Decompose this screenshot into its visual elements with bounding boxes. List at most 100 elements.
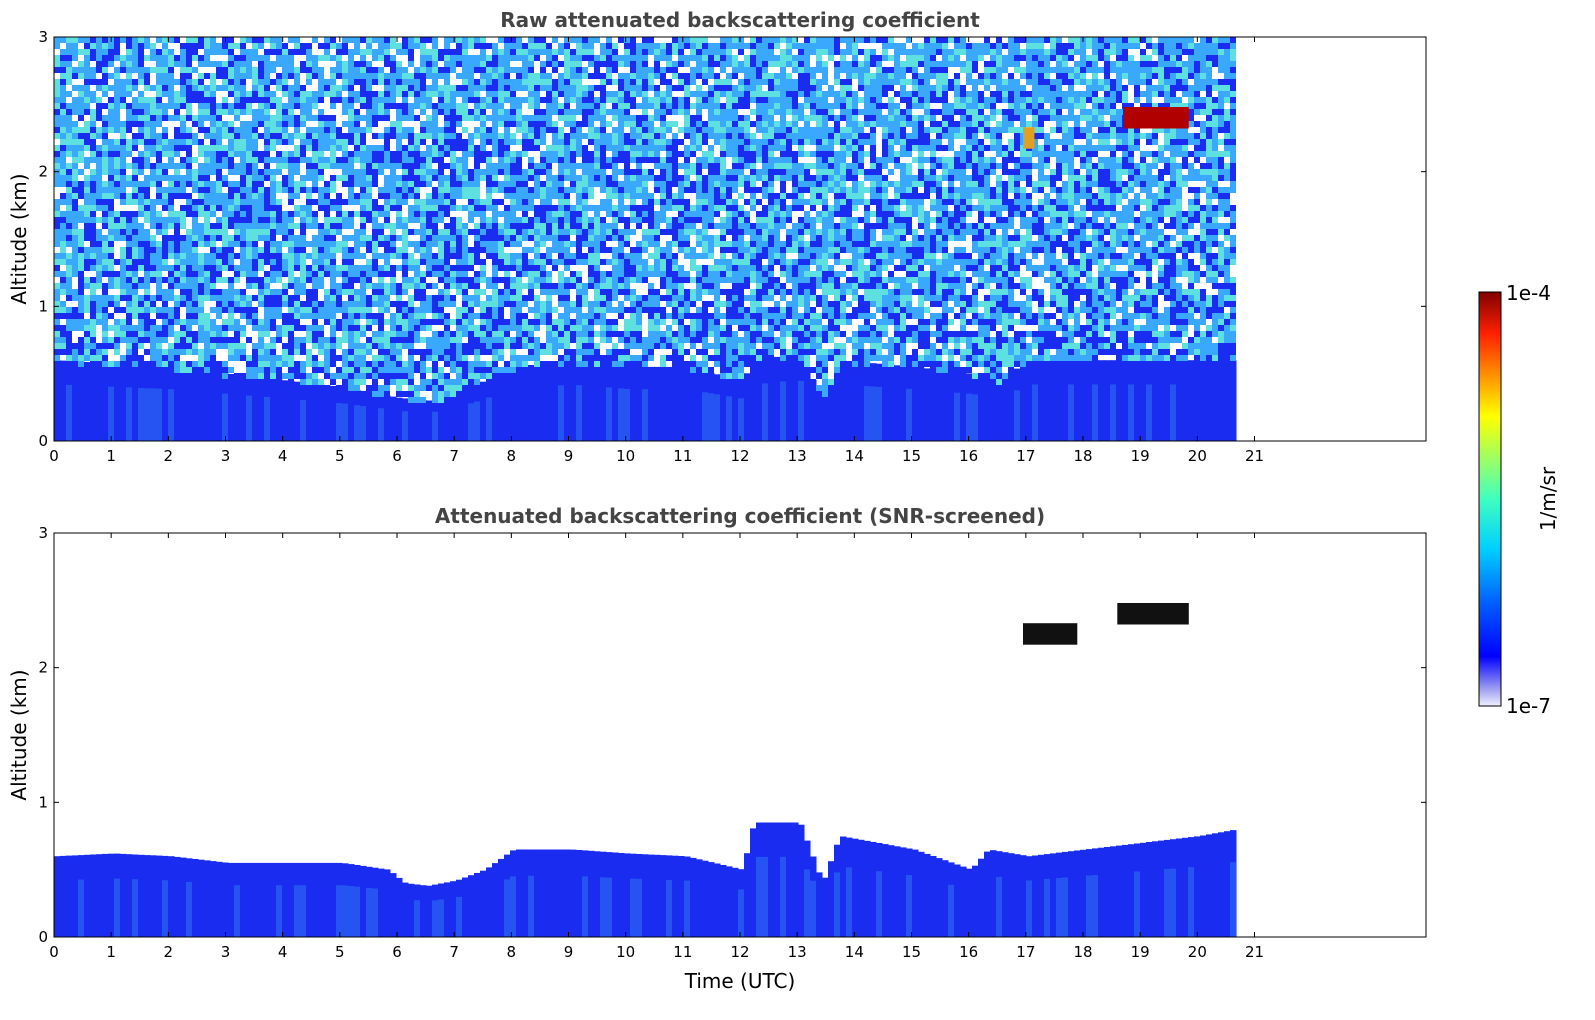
backscatter-cell [552, 151, 558, 157]
backscatter-cell [492, 307, 498, 313]
backscatter-cell [318, 247, 324, 253]
backscatter-cell [630, 43, 636, 49]
backscatter-cell [510, 43, 516, 49]
backscatter-cell [306, 211, 312, 217]
backscatter-cell [114, 67, 120, 73]
backscatter-cell [408, 91, 414, 97]
backscatter-cell [486, 367, 492, 373]
backscatter-cell [372, 229, 378, 235]
backscatter-cell [474, 157, 480, 163]
backscatter-cell [96, 229, 102, 235]
backscatter-cell [468, 109, 474, 115]
backscatter-cell [426, 145, 432, 151]
backscatter-cell [276, 55, 282, 61]
backscatter-cell [660, 67, 666, 73]
backscatter-cell [576, 235, 582, 241]
backscatter-cell [504, 145, 510, 151]
backscatter-cell [480, 313, 486, 319]
backscatter-cell [408, 295, 414, 301]
backscatter-cell [516, 343, 522, 349]
backscatter-cell [306, 127, 312, 133]
backscatter-cell [330, 313, 336, 319]
backscatter-cell [78, 271, 84, 277]
backscatter-cell [330, 235, 336, 241]
backscatter-cell [462, 193, 468, 199]
backscatter-cell [114, 217, 120, 223]
backscatter-cell [624, 109, 630, 115]
backscatter-cell [180, 319, 186, 325]
backscatter-cell [402, 127, 408, 133]
backscatter-cell [60, 217, 66, 223]
backscatter-cell [366, 325, 372, 331]
backscatter-cell [216, 163, 222, 169]
backscatter-cell [120, 355, 126, 361]
backscatter-cell [204, 361, 210, 367]
backscatter-cell [264, 319, 270, 325]
backscatter-cell [312, 283, 318, 289]
boundary-layer-column [528, 365, 535, 441]
backscatter-cell [198, 145, 204, 151]
backscatter-cell [168, 295, 174, 301]
backscatter-cell [546, 109, 552, 115]
backscatter-cell [114, 349, 120, 355]
layer-streak [66, 384, 72, 441]
backscatter-cell [570, 253, 576, 259]
backscatter-cell [192, 115, 198, 121]
backscatter-cell [426, 73, 432, 79]
backscatter-cell [396, 145, 402, 151]
backscatter-cell [528, 259, 534, 265]
layer-streak [300, 400, 306, 441]
backscatter-cell [642, 337, 648, 343]
backscatter-cell [306, 241, 312, 247]
backscatter-cell [144, 265, 150, 271]
backscatter-cell [570, 157, 576, 163]
backscatter-cell [162, 73, 168, 79]
backscatter-cell [570, 49, 576, 55]
backscatter-cell [144, 307, 150, 313]
backscatter-cell [348, 235, 354, 241]
backscatter-cell [300, 61, 306, 67]
backscatter-cell [168, 307, 174, 313]
backscatter-cell [618, 211, 624, 217]
backscatter-cell [438, 379, 444, 385]
backscatter-cell [624, 253, 630, 259]
backscatter-cell [420, 355, 426, 361]
backscatter-cell [474, 235, 480, 241]
backscatter-cell [366, 217, 372, 223]
backscatter-cell [336, 247, 342, 253]
backscatter-cell [54, 337, 60, 343]
backscatter-cell [348, 97, 354, 103]
backscatter-cell [420, 373, 426, 379]
backscatter-cell [156, 217, 162, 223]
backscatter-cell [192, 49, 198, 55]
backscatter-cell [318, 157, 324, 163]
backscatter-cell [288, 199, 294, 205]
backscatter-cell [66, 193, 72, 199]
backscatter-cell [168, 331, 174, 337]
backscatter-cell [294, 91, 300, 97]
backscatter-cell [234, 277, 240, 283]
backscatter-cell [522, 61, 528, 67]
backscatter-cell [636, 79, 642, 85]
backscatter-cell [180, 343, 186, 349]
backscatter-cell [402, 217, 408, 223]
backscatter-cell [312, 331, 318, 337]
backscatter-cell [102, 313, 108, 319]
backscatter-cell [462, 205, 468, 211]
backscatter-cell [654, 67, 660, 73]
backscatter-cell [540, 265, 546, 271]
backscatter-cell [396, 307, 402, 313]
backscatter-cell [612, 235, 618, 241]
backscatter-cell [390, 55, 396, 61]
backscatter-cell [144, 211, 150, 217]
backscatter-cell [180, 205, 186, 211]
backscatter-cell [642, 43, 648, 49]
backscatter-cell [642, 85, 648, 91]
backscatter-cell [528, 289, 534, 295]
backscatter-cell [210, 223, 216, 229]
backscatter-cell [120, 307, 126, 313]
backscatter-cell [102, 349, 108, 355]
backscatter-cell [420, 73, 426, 79]
backscatter-cell [312, 115, 318, 121]
backscatter-cell [114, 229, 120, 235]
